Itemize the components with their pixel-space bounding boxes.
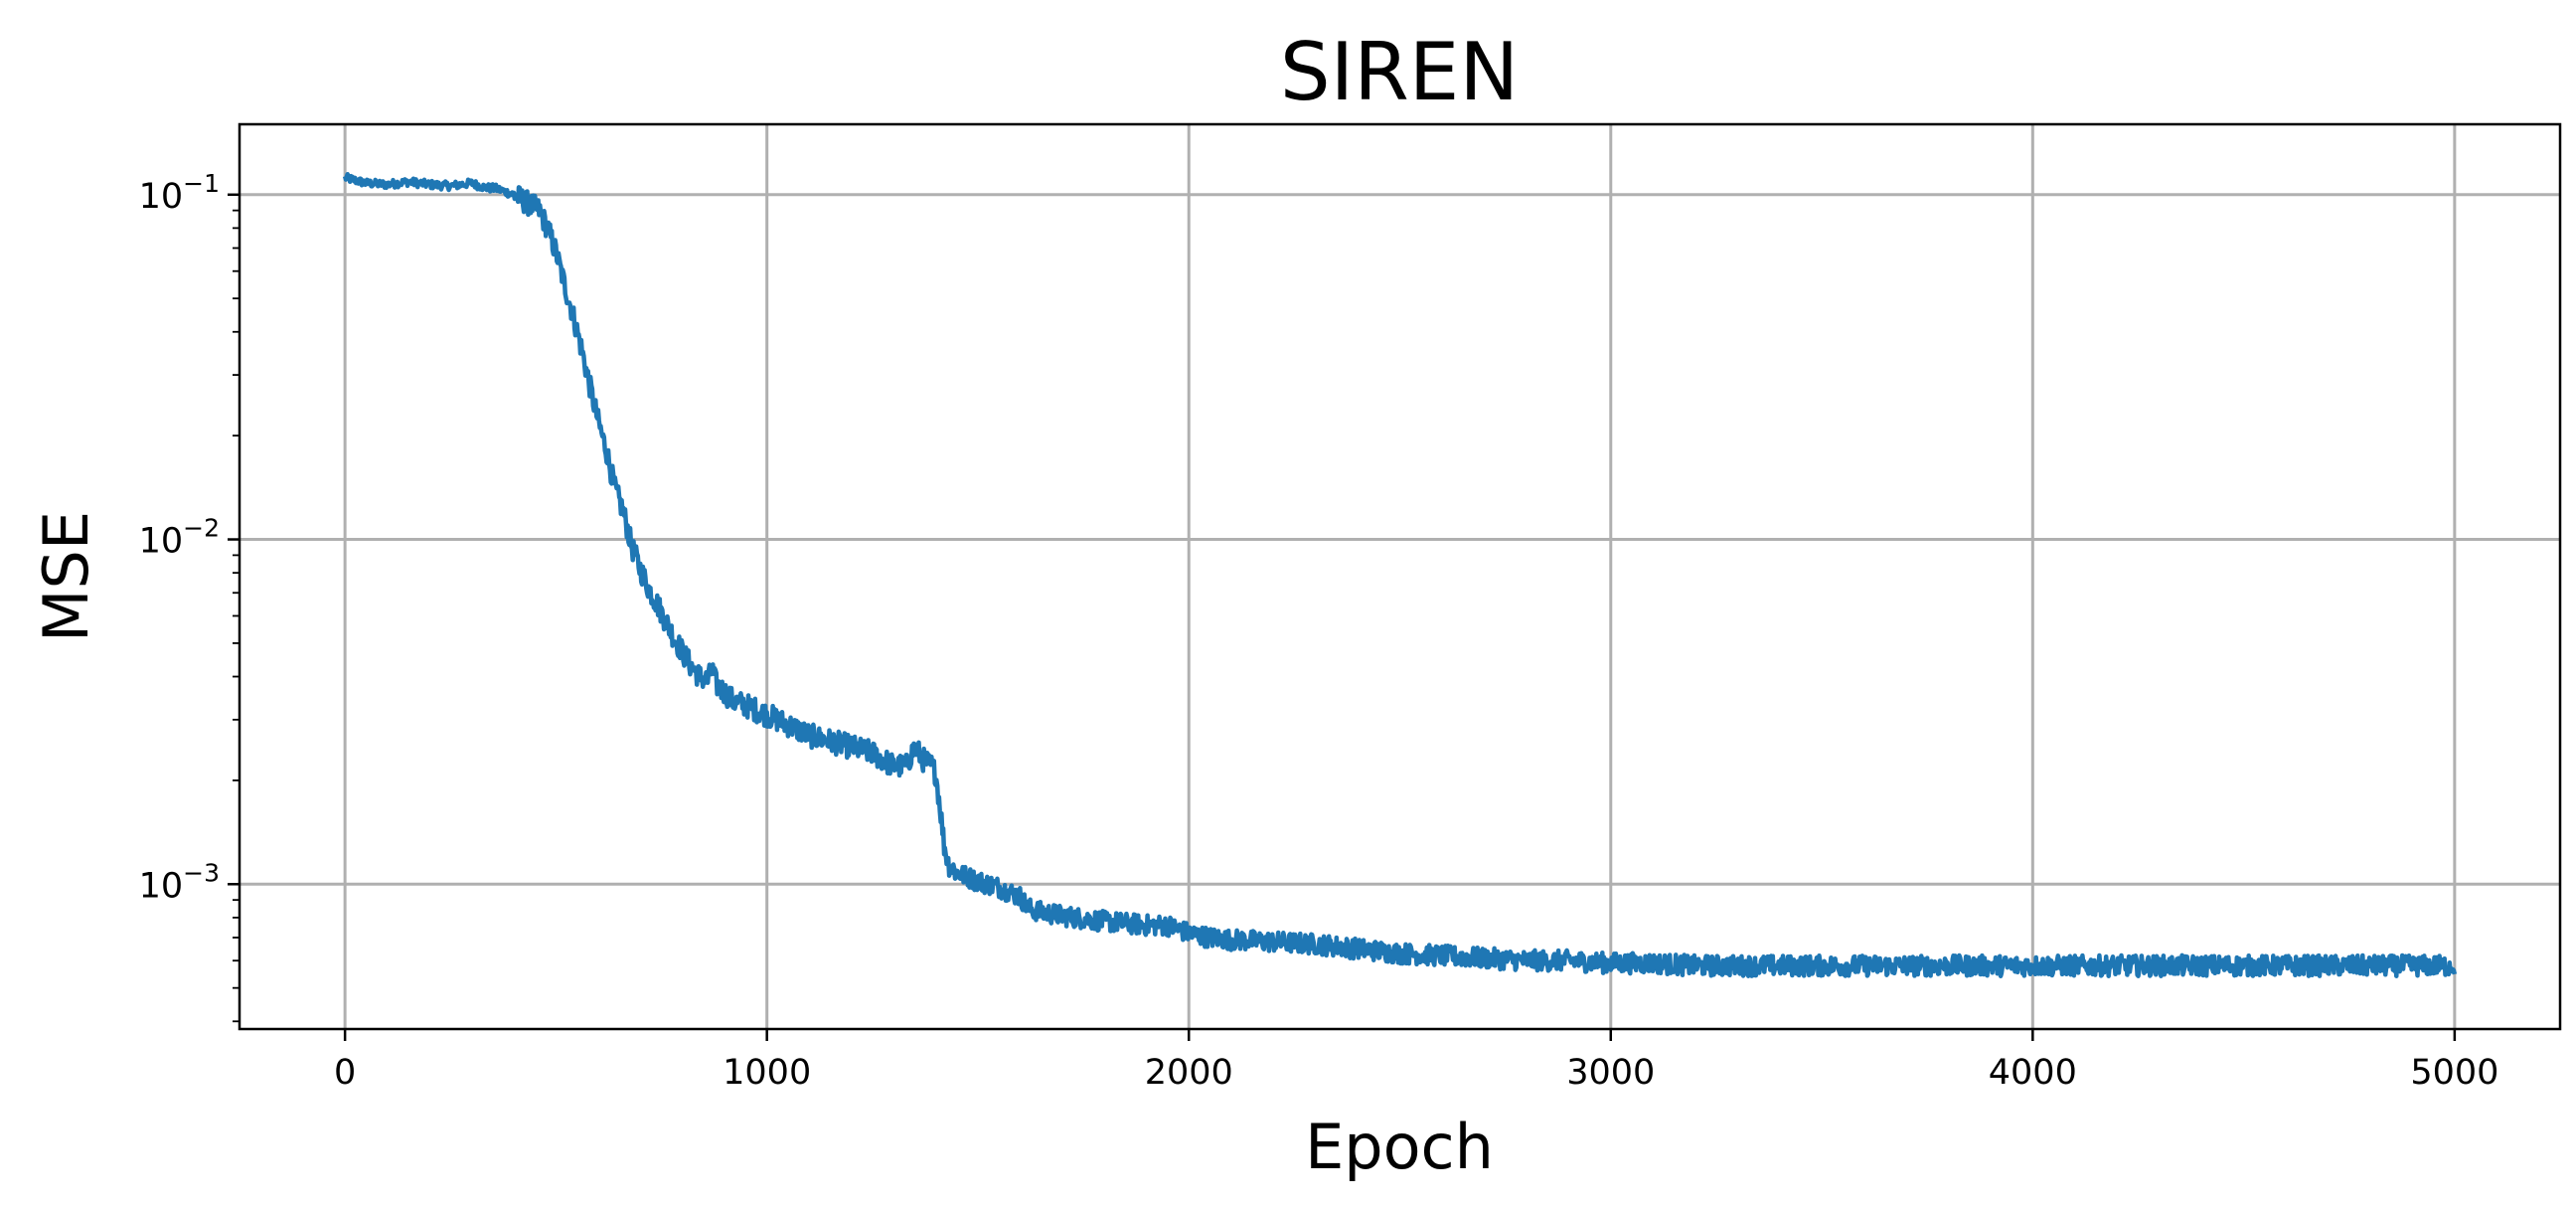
x-tick-label: 4000	[1989, 1053, 2077, 1093]
x-axis-label: Epoch	[1305, 1111, 1494, 1183]
series-line	[342, 171, 2458, 978]
y-tick-label: 10−3	[139, 858, 220, 906]
x-tick-label: 3000	[1566, 1053, 1655, 1093]
x-tick-label: 2000	[1145, 1053, 1233, 1093]
plot-frame	[238, 122, 2562, 1031]
series-line-layer	[342, 171, 2458, 978]
axis-ticks: 0 1000 2000 3000 4000 5000 10−3 10−2 10−1	[139, 169, 2499, 1093]
x-tick-label: 1000	[723, 1053, 811, 1093]
grid-lines	[240, 124, 2560, 1029]
x-tick-label: 0	[334, 1053, 356, 1093]
y-axis-label: MSE	[30, 511, 102, 642]
x-tick-label: 5000	[2410, 1053, 2498, 1093]
chart-title: SIREN	[1280, 26, 1519, 118]
y-tick-label: 10−1	[139, 169, 220, 217]
y-tick-label: 10−2	[139, 514, 220, 562]
